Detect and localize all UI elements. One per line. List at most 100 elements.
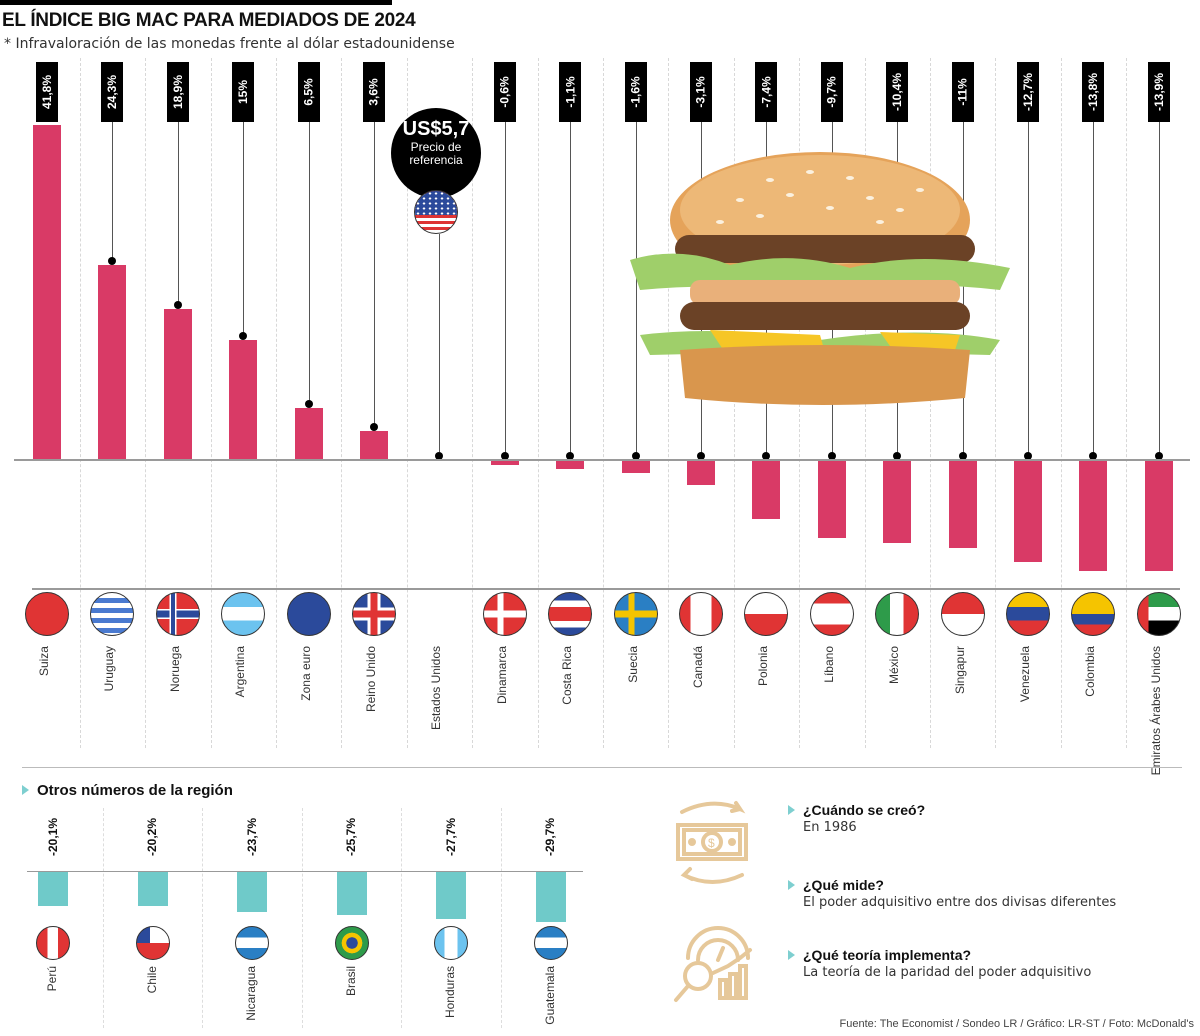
leader-dot (370, 423, 378, 432)
bar-costa-rica (556, 460, 585, 469)
money-exchange-icon: $ (676, 801, 748, 884)
column-separator (472, 58, 474, 748)
bar-emiratos-árabes-unidos (1144, 460, 1173, 572)
leader-line (112, 122, 114, 262)
country-name: Reino Unido (364, 646, 378, 713)
value-label: -23,7% (245, 817, 259, 857)
country-name: Colombia (1083, 646, 1098, 697)
svg-text:$: $ (708, 836, 715, 850)
value-label: -27,7% (444, 817, 458, 857)
us-flag-icon (414, 190, 458, 234)
value-label: -25,7% (344, 817, 359, 857)
column-separator (102, 808, 104, 1028)
leader-dot (108, 257, 117, 266)
faq-answer: La teoría de la paridad del poder adquis… (803, 965, 1092, 980)
value-label: -1,6% (624, 62, 647, 122)
column-separator (401, 808, 403, 1028)
country-name: Suiza (37, 646, 51, 677)
flag-suecia-icon (613, 592, 658, 636)
value-label: -12,7% (1017, 62, 1039, 122)
flag-nicaragua-icon (235, 926, 269, 960)
flag-separator-line (32, 588, 1180, 590)
bar-líbano (817, 460, 846, 538)
column-separator (301, 808, 303, 1028)
country-name: Nicaragua (244, 966, 258, 1021)
column-separator (79, 58, 81, 748)
flag-perú-icon (36, 926, 70, 960)
leader-dot (893, 452, 902, 460)
leader-dot (566, 452, 575, 460)
value-label: 18,9% (166, 62, 189, 122)
country-name: Costa Rica (560, 646, 575, 705)
leader-dot (631, 452, 640, 460)
faq-item: ¿Qué mide? El poder adquisitivo entre dos… (788, 877, 1116, 910)
column-separator (341, 58, 343, 748)
leader-line (1158, 122, 1160, 456)
country-name: Honduras (443, 966, 457, 1019)
reference-label-line1: Precio de (410, 140, 462, 154)
top-rule (0, 0, 392, 5)
country-name: Uruguay (102, 646, 117, 692)
country-name: Argentina (233, 646, 248, 698)
reference-price: US$5,7 (402, 118, 470, 140)
leader-dot (435, 452, 444, 460)
leader-dot (697, 452, 705, 460)
leader-dot (1154, 452, 1163, 460)
chart-subtitle: * Infravaloración de las monedas frente … (4, 36, 455, 52)
column-separator (602, 58, 604, 748)
bar-reino-unido (360, 431, 388, 460)
country-name: Perú (45, 966, 59, 992)
bar-noruega (163, 308, 192, 460)
bar-méxico (883, 460, 912, 544)
bar-perú (38, 872, 68, 906)
leader-line (635, 122, 637, 456)
country-name: México (887, 646, 902, 685)
column-separator (210, 58, 212, 748)
column-separator (275, 58, 277, 748)
faq-question: ¿Cuándo se creó? (788, 802, 925, 818)
column-separator (929, 58, 931, 748)
leader-line (439, 234, 441, 452)
bar-suiza (33, 125, 61, 460)
country-name: Guatemala (542, 966, 557, 1025)
value-label: -20,2% (145, 817, 160, 857)
value-label: -3,1% (690, 62, 712, 122)
flag-argentina-icon (221, 592, 266, 636)
country-name: Polonia (756, 646, 771, 687)
flag-chile-icon (135, 926, 170, 960)
value-label: -10,4% (886, 62, 909, 122)
leader-dot (239, 331, 248, 340)
flag-méxico-icon (875, 592, 920, 636)
gauge-analysis-icon (674, 926, 752, 1002)
value-label: 3,6% (363, 62, 385, 122)
flag-dinamarca-icon (482, 592, 527, 636)
leader-line (570, 122, 572, 456)
faq-item: ¿Cuándo se creó? En 1986 (788, 802, 925, 835)
country-name: Suecia (625, 646, 640, 683)
leader-dot (827, 452, 836, 460)
leader-line (374, 122, 375, 428)
value-label: -20,1% (46, 817, 60, 857)
flag-honduras-icon (434, 926, 468, 960)
flag-singapur-icon (940, 592, 985, 636)
value-label: -0,6% (493, 62, 516, 122)
value-label: 41,8% (36, 62, 58, 122)
column-separator (995, 58, 997, 748)
country-name: Venezuela (1018, 646, 1032, 703)
leader-dot (173, 300, 182, 309)
faq-answer: El poder adquisitivo entre dos divisas d… (803, 895, 1117, 910)
column-separator (733, 58, 735, 748)
country-name: Zona euro (298, 646, 313, 701)
triangle-bullet-icon (788, 805, 795, 815)
flag-colombia-icon (1071, 592, 1116, 636)
zero-baseline (14, 459, 1190, 461)
flag-venezuela-icon (1006, 592, 1050, 636)
country-name: Dinamarca (494, 646, 509, 705)
country-name: Estados Unidos (429, 646, 444, 731)
faq-question: ¿Qué teoría implementa? (788, 947, 1091, 963)
faq-answer: En 1986 (803, 820, 857, 835)
flag-reino-unido-icon (352, 592, 396, 636)
country-name: Chile (144, 966, 159, 994)
source-footer: Fuente: The Economist / Sondeo LR / Gráf… (839, 1018, 1194, 1030)
big-mac-photo (630, 152, 1010, 405)
